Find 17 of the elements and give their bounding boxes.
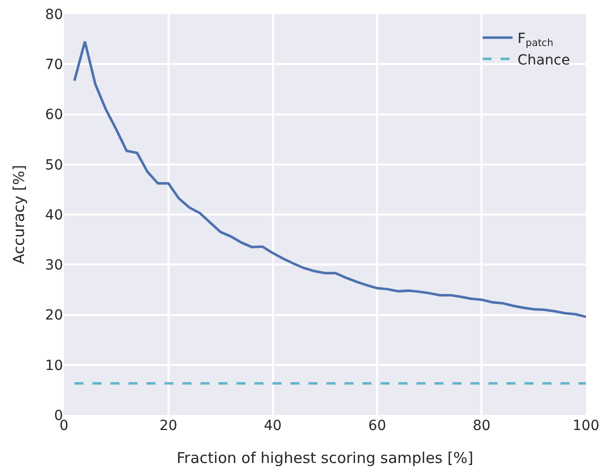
x-tick-label: 60	[368, 418, 386, 434]
y-tick-label: 20	[45, 308, 63, 324]
y-tick-label: 60	[45, 107, 63, 124]
y-tick-label: 80	[45, 6, 63, 23]
x-tick-label: 100	[572, 418, 600, 434]
x-tick-label: 80	[472, 418, 491, 434]
y-tick-label: 50	[45, 157, 63, 174]
y-axis-title: Accuracy [%]	[10, 164, 28, 264]
y-tick-label: 30	[45, 258, 63, 274]
legend-label: Chance	[518, 52, 570, 68]
x-axis-title: Fraction of highest scoring samples [%]	[176, 449, 474, 467]
y-tick-label: 40	[45, 207, 63, 224]
x-tick-label: 40	[264, 418, 282, 434]
legend-label: F$_{patch}$	[518, 31, 554, 50]
y-tick-label: 70	[45, 57, 63, 74]
x-tick-label: 20	[159, 418, 178, 434]
y-tick-label: 10	[45, 358, 63, 374]
